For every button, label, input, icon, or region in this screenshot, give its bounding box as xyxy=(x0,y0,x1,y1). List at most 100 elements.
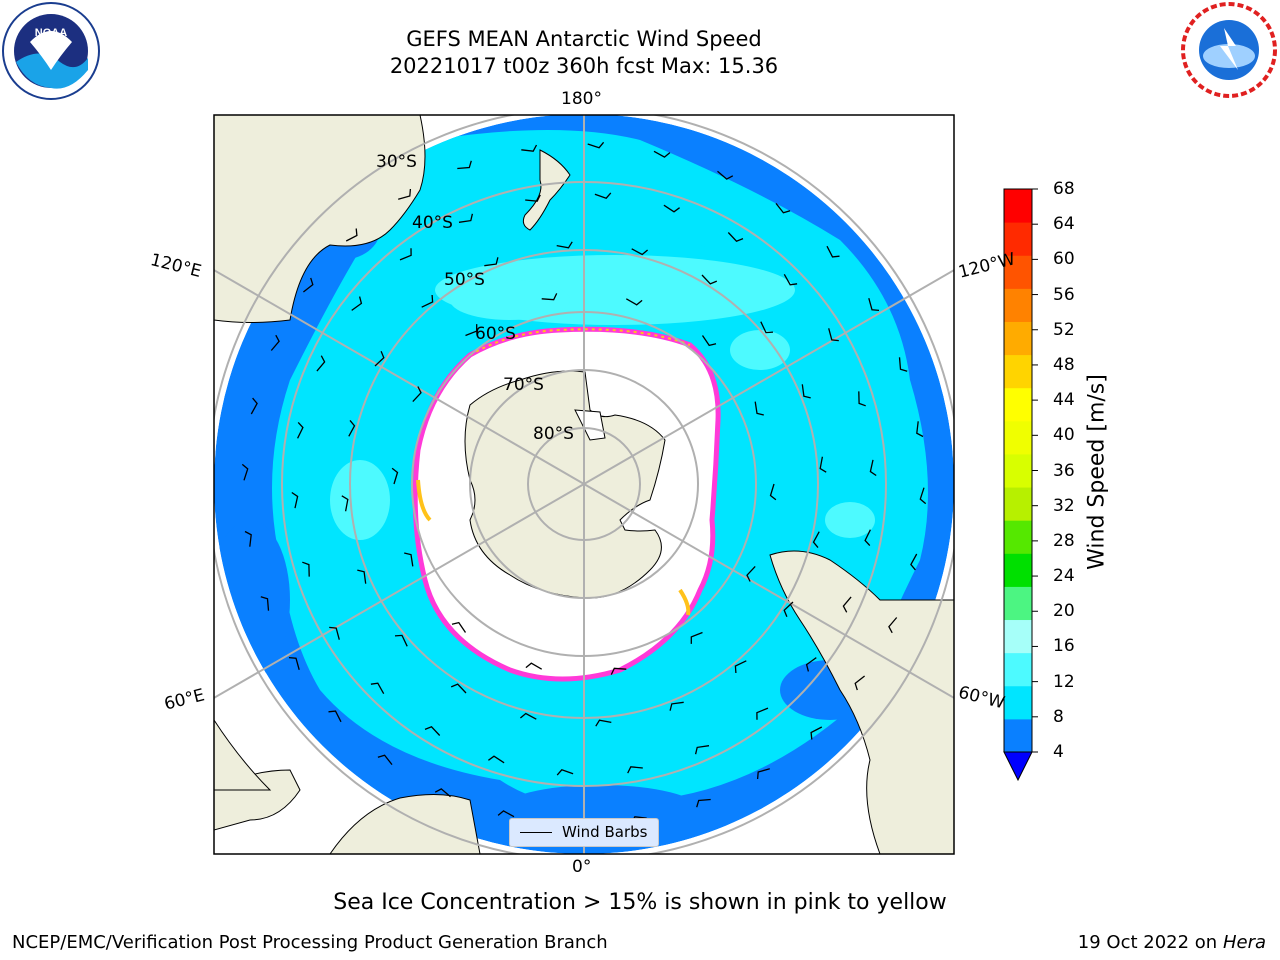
map-title: GEFS MEAN Antarctic Wind Speed xyxy=(406,27,762,51)
wind-barb xyxy=(519,712,537,720)
wind-barb xyxy=(734,660,747,674)
wind-barb xyxy=(434,788,451,798)
map-legend: Wind Barbs xyxy=(509,818,659,847)
wind-barb xyxy=(525,194,541,202)
wind-barb xyxy=(783,273,798,286)
wind-barb xyxy=(341,495,349,512)
wind-barb xyxy=(717,170,734,180)
wind-barb xyxy=(610,667,627,675)
antarctica-land xyxy=(464,370,666,599)
lat-label-70s: 70°S xyxy=(503,375,544,395)
colorbar-segment xyxy=(1004,619,1032,654)
wind-barb xyxy=(587,141,605,149)
colorbar-segment xyxy=(1004,652,1032,687)
wind-barb xyxy=(898,357,908,372)
lat-label-40s: 40°S xyxy=(412,213,453,233)
colorbar-segment xyxy=(1004,553,1032,587)
wind-barb xyxy=(421,294,434,308)
wind-barb xyxy=(756,768,770,780)
wind-barb xyxy=(556,241,573,249)
colorbar-title: Wind Speed [m/s] xyxy=(1084,374,1110,570)
colorbar xyxy=(1003,188,1038,782)
longitude-gridlines xyxy=(214,115,954,854)
run-date: 19 Oct 2022 xyxy=(1077,932,1190,953)
wind-barb xyxy=(663,204,680,213)
wind-barb xyxy=(696,798,711,808)
wind-barb xyxy=(783,601,794,618)
wind-barb xyxy=(627,766,643,774)
wind-barb xyxy=(316,355,326,372)
wind-barb xyxy=(270,334,280,351)
wind-barb xyxy=(812,531,820,549)
wind-barb xyxy=(746,565,756,582)
wind-barb xyxy=(345,228,358,242)
wind-barb xyxy=(919,487,927,505)
wind-barb xyxy=(864,529,871,547)
wind-barb xyxy=(828,328,839,342)
colorbar-tick-label: 48 xyxy=(1053,354,1075,375)
wind-barb xyxy=(377,754,393,766)
colorbar-segment xyxy=(1004,321,1032,356)
colorbar-segment xyxy=(1004,718,1032,753)
wind-barb xyxy=(690,631,703,644)
colorbar-segment xyxy=(1004,453,1032,488)
wind-barb xyxy=(769,483,777,501)
wind-barb xyxy=(694,745,710,755)
wind-barb xyxy=(810,726,823,740)
wind-barb xyxy=(541,293,558,301)
wind-barb xyxy=(302,277,314,293)
wind-barb xyxy=(595,719,612,727)
wind-barb xyxy=(910,553,918,571)
wind-barb xyxy=(916,421,924,438)
colorbar-tick-label: 32 xyxy=(1053,495,1075,516)
wind-barb xyxy=(329,626,340,640)
wind-barb xyxy=(497,810,515,818)
legend-label: Wind Barbs xyxy=(562,823,648,841)
wind-barb xyxy=(521,144,538,152)
wind-barb xyxy=(754,401,764,416)
caption: Sea Ice Concentration > 15% is shown in … xyxy=(333,890,947,915)
colorbar-tick-label: 16 xyxy=(1053,636,1075,657)
wind-barb xyxy=(826,245,840,258)
wind-barb xyxy=(424,726,441,736)
wind-barb xyxy=(775,202,791,214)
lat-label-50s: 50°S xyxy=(444,270,485,290)
colorbar-tick-label: 44 xyxy=(1053,390,1075,411)
wind-barb xyxy=(288,656,300,670)
wind-barbs xyxy=(241,141,927,827)
lat-label-60s: 60°S xyxy=(475,324,516,344)
colorbar-tick-label: 52 xyxy=(1053,319,1075,340)
wind-barb xyxy=(297,421,304,439)
wind-barb xyxy=(398,188,412,200)
lat-label-30s: 30°S xyxy=(376,152,417,172)
colorbar-tick-label: 28 xyxy=(1053,530,1075,551)
colorbar-tick-label: 8 xyxy=(1053,706,1064,727)
wind-barb xyxy=(869,459,877,477)
wind-barb xyxy=(727,232,744,242)
wind-barb xyxy=(805,657,817,672)
colorbar-tick-label: 20 xyxy=(1053,601,1075,622)
wind-barb xyxy=(819,456,827,473)
wind-barb xyxy=(868,298,880,312)
wind-barb xyxy=(525,662,543,670)
lon-label-0: 0° xyxy=(572,857,592,877)
colorbar-tick-label: 56 xyxy=(1053,284,1075,305)
wind-barb xyxy=(458,213,474,223)
colorbar-segment xyxy=(1004,189,1032,223)
wind-barb xyxy=(348,419,356,437)
colorbar-segment xyxy=(1004,685,1032,720)
noaa-logo: NOAA xyxy=(2,2,100,100)
wind-barb xyxy=(854,675,866,691)
colorbar-tick-label: 60 xyxy=(1053,249,1075,270)
date-stamp: 19 Oct 2022 on Hera xyxy=(1078,932,1266,953)
wind-barb xyxy=(302,561,310,577)
wind-barb xyxy=(701,274,718,285)
wind-barb xyxy=(394,634,408,647)
wind-barb xyxy=(631,248,649,256)
colorbar-segment xyxy=(1004,255,1032,289)
wind-barb xyxy=(556,769,574,776)
colorbar-segment xyxy=(1004,354,1032,389)
africa-land xyxy=(329,793,481,854)
wind-barb xyxy=(291,491,299,509)
